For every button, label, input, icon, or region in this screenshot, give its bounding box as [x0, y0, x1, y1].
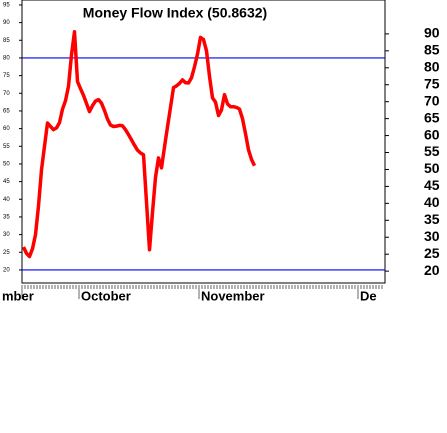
y-tick-label: 65: [3, 109, 10, 115]
y-tick-label: 70: [3, 91, 10, 97]
y2-tick-label: 85: [424, 42, 440, 58]
y2-tick-label: 35: [424, 211, 440, 227]
y2-tick-label: 60: [424, 126, 440, 142]
y2-tick-label: 90: [424, 25, 440, 41]
y-tick-label: 35: [3, 215, 10, 221]
y2-tick-label: 20: [424, 262, 440, 278]
y-tick-label: 45: [3, 179, 10, 185]
plot-frame: [21, 0, 386, 284]
y-tick-label: 50: [3, 162, 10, 168]
y-tick-label: 95: [3, 3, 10, 9]
y2-tick-label: 55: [424, 143, 440, 159]
x-tick-label: November: [201, 288, 265, 303]
y2-tick-label: 40: [424, 194, 440, 210]
y-tick-label: 25: [3, 250, 10, 256]
y2-tick-label: 70: [424, 92, 440, 108]
x-tick-label: De: [360, 288, 377, 303]
y-tick-label: 60: [3, 126, 10, 132]
y-tick-label: 55: [3, 144, 10, 150]
x-tick-label: October: [81, 288, 131, 303]
y-tick-label: 30: [3, 232, 10, 238]
y-tick-label: 80: [3, 56, 10, 62]
data-line: [21, 30, 257, 259]
y2-tick-label: 65: [424, 109, 440, 125]
chart-title: Money Flow Index (50.8632): [83, 5, 267, 21]
x-tick-label: mber: [2, 288, 34, 303]
y-tick-label: 85: [3, 38, 10, 44]
y2-tick-label: 30: [424, 228, 440, 244]
y2-tick-label: 25: [424, 245, 440, 261]
y2-tick-label: 50: [424, 160, 440, 176]
y-tick-label: 75: [3, 73, 10, 79]
y-tick-label: 90: [3, 20, 10, 26]
y-tick-label: 20: [3, 268, 10, 274]
y2-tick-label: 75: [424, 75, 440, 91]
y-tick-label: 40: [3, 197, 10, 203]
y2-tick-label: 45: [424, 177, 440, 193]
y2-tick-label: 80: [424, 58, 440, 74]
